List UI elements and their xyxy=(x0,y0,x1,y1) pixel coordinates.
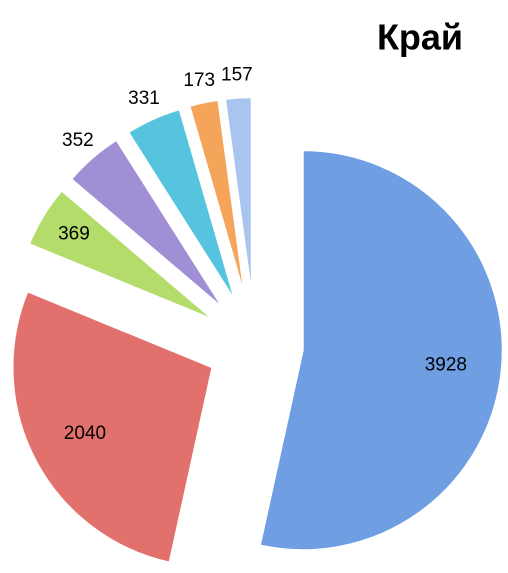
pie-slice xyxy=(11,290,214,564)
data-label: 3928 xyxy=(425,355,467,376)
pie-slice xyxy=(188,98,247,299)
data-label: 157 xyxy=(221,65,253,86)
pie-slice xyxy=(69,138,225,310)
data-label: 369 xyxy=(58,224,90,245)
data-label: 331 xyxy=(128,88,160,109)
data-label: 352 xyxy=(62,130,94,151)
chart-title: Край xyxy=(377,17,463,58)
pie-slice xyxy=(223,96,253,298)
pie-slice xyxy=(27,189,215,321)
pie-slice xyxy=(126,107,237,302)
data-label: 2040 xyxy=(64,423,106,444)
data-label: 173 xyxy=(183,70,215,91)
pie-slice xyxy=(258,149,504,552)
